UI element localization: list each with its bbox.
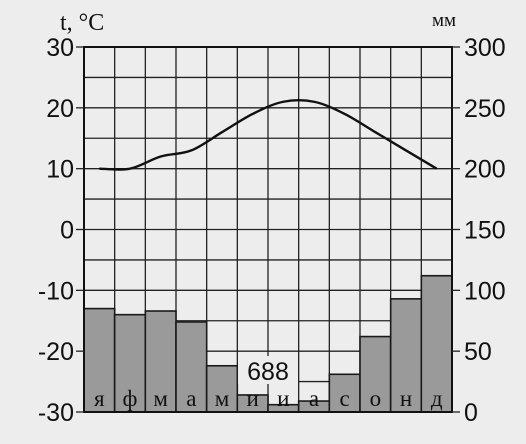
month-label: м bbox=[153, 386, 168, 411]
precipitation-tick-label: 150 bbox=[464, 217, 506, 245]
precipitation-tick-label: 200 bbox=[464, 156, 506, 184]
precipitation-bar bbox=[175, 321, 208, 413]
temperature-tick-label: -30 bbox=[38, 399, 74, 427]
precipitation-tick-label: 250 bbox=[464, 95, 506, 123]
total-precipitation-label: 688 bbox=[247, 358, 289, 386]
month-label: с bbox=[340, 386, 350, 411]
temperature-series bbox=[99, 99, 438, 171]
temperature-tick-label: 30 bbox=[46, 34, 74, 62]
precipitation-tick-label: 300 bbox=[464, 34, 506, 62]
month-label: а bbox=[309, 386, 319, 411]
temperature-tick-label: -10 bbox=[38, 277, 74, 305]
precipitation-bar bbox=[389, 298, 423, 413]
precipitation-bar bbox=[205, 364, 239, 413]
temperature-tick-label: -20 bbox=[38, 338, 74, 366]
month-label: д bbox=[431, 386, 443, 411]
precipitation-tick-label: 0 bbox=[464, 399, 478, 427]
temperature-tick-label: 10 bbox=[46, 156, 74, 184]
precipitation-bar bbox=[113, 313, 147, 413]
month-label: н bbox=[400, 386, 412, 411]
month-label: ф bbox=[123, 386, 138, 411]
month-label: я bbox=[94, 386, 105, 411]
precipitation-bar bbox=[359, 335, 392, 413]
month-label: и bbox=[247, 386, 259, 411]
temperature-axis-label: t, °C bbox=[60, 10, 104, 36]
month-label: и bbox=[277, 386, 289, 411]
month-label: м bbox=[215, 386, 230, 411]
month-label: а bbox=[186, 386, 196, 411]
annotation-background bbox=[238, 356, 298, 384]
precipitation-tick-label: 100 bbox=[464, 277, 506, 305]
temperature-tick-label: 0 bbox=[60, 217, 74, 245]
precipitation-tick-label: 50 bbox=[464, 338, 492, 366]
temperature-tick-label: 20 bbox=[46, 95, 74, 123]
precipitation-axis-label: мм bbox=[432, 10, 456, 31]
month-label: о bbox=[370, 386, 382, 411]
temperature-line bbox=[99, 99, 438, 171]
